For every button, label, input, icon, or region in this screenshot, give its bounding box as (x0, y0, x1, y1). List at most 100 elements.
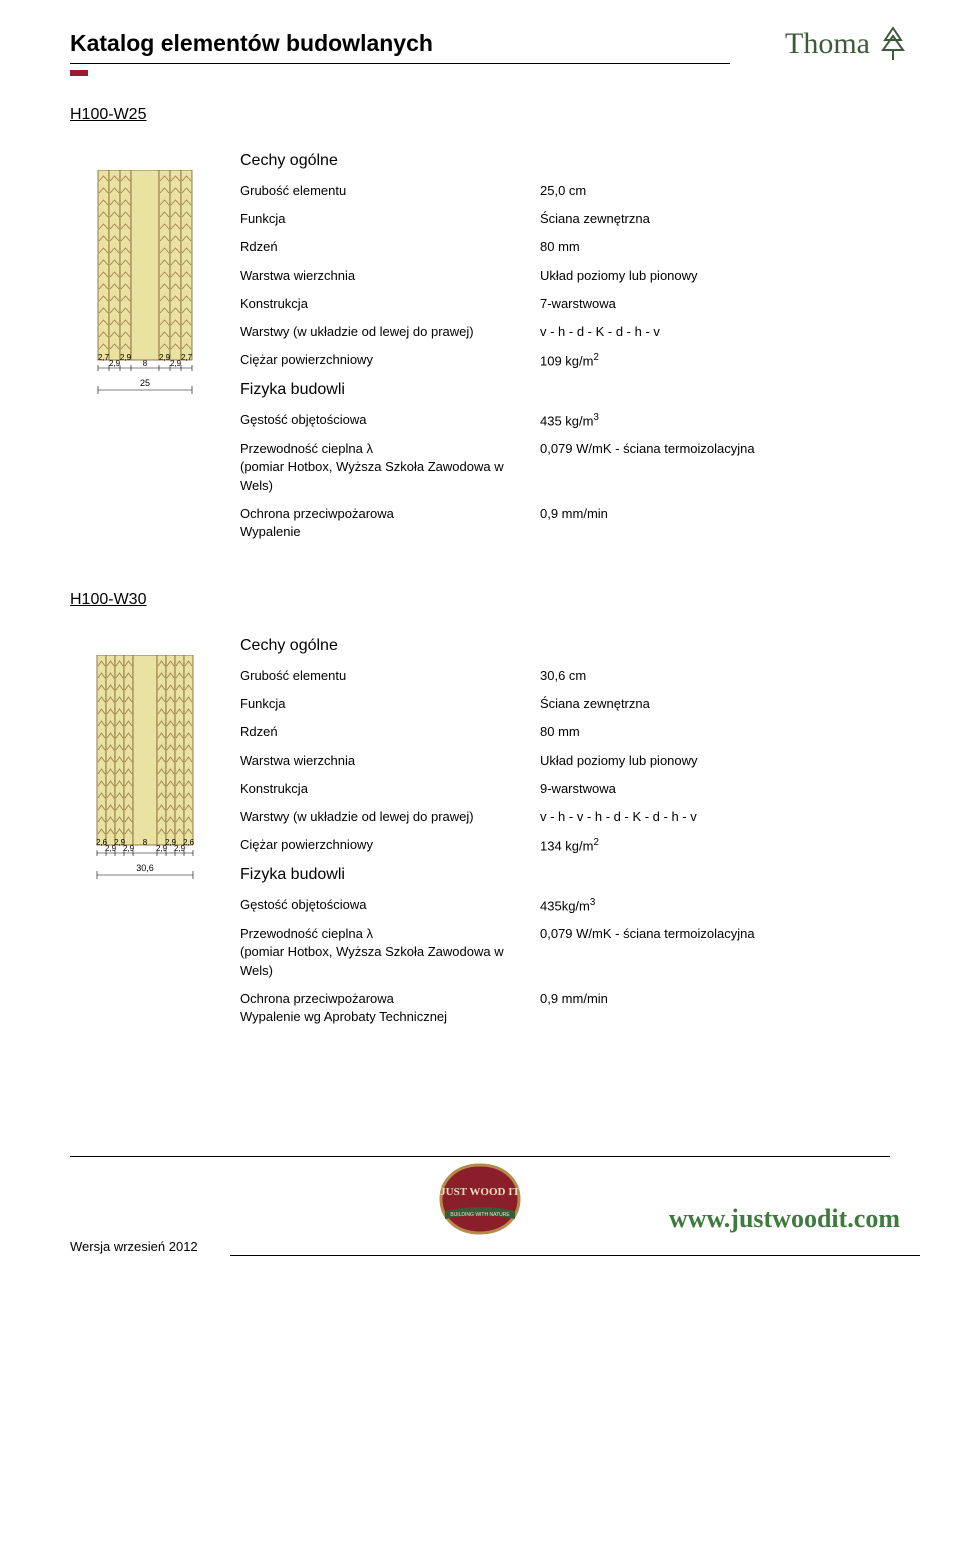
group-title: Cechy ogólne (240, 152, 890, 170)
property-row: Warstwy (w układzie od lewej do prawej)v… (240, 323, 890, 341)
page-title: Katalog elementów budowlanych (70, 30, 730, 64)
property-row: Ochrona przeciwpożarowa Wypalenie wg Apr… (240, 990, 890, 1026)
tree-icon (876, 24, 910, 64)
group-title: Fizyka budowli (240, 866, 890, 884)
property-value: 30,6 cm (540, 667, 890, 685)
page-footer: Wersja wrzesień 2012 JUST WOOD IT BUILDI… (70, 1156, 890, 1276)
property-label: Ciężar powierzchniowy (240, 836, 540, 856)
property-label: Ciężar powierzchniowy (240, 351, 540, 371)
property-row: Grubość elementu30,6 cm (240, 667, 890, 685)
property-value: 25,0 cm (540, 182, 890, 200)
property-row: Gęstość objętościowa435 kg/m3 (240, 411, 890, 431)
property-row: Rdzeń80 mm (240, 238, 890, 256)
svg-text:2,9: 2,9 (120, 353, 132, 362)
property-value: 0,079 W/mK - ściana termoizolacyjna (540, 925, 890, 980)
property-row: Konstrukcja7-warstwowa (240, 295, 890, 313)
property-row: Ciężar powierzchniowy134 kg/m2 (240, 836, 890, 856)
products-container: H100-W252,72,92,982,92,92,725Cechy ogóln… (70, 106, 890, 1036)
property-value: 109 kg/m2 (540, 351, 890, 371)
product-block: 2,72,92,982,92,92,725Cechy ogólneGrubość… (70, 144, 890, 551)
property-label: Gęstość objętościowa (240, 411, 540, 431)
property-row: Ciężar powierzchniowy109 kg/m2 (240, 351, 890, 371)
svg-text:2,9: 2,9 (170, 359, 182, 368)
svg-text:8: 8 (143, 838, 148, 847)
property-row: Konstrukcja9-warstwowa (240, 780, 890, 798)
property-row: Warstwa wierzchniaUkład poziomy lub pion… (240, 267, 890, 285)
product-properties: Cechy ogólneGrubość elementu25,0 cmFunkc… (240, 144, 890, 551)
page-header: Katalog elementów budowlanych Thoma (70, 30, 890, 76)
property-label: Konstrukcja (240, 780, 540, 798)
brand-name: Thoma (785, 27, 870, 61)
cross-section-icon: 2,62,92,92,982,92,92,92,630,6 (93, 655, 197, 891)
unit-superscript: 3 (590, 897, 595, 908)
property-row: Grubość elementu25,0 cm (240, 182, 890, 200)
property-value: Ściana zewnętrzna (540, 695, 890, 713)
property-row: Ochrona przeciwpożarowa Wypalenie0,9 mm/… (240, 505, 890, 541)
badge-bottom-text: BUILDING WITH NATURE (450, 1212, 510, 1218)
badge-top-text: JUST WOOD IT (440, 1186, 520, 1198)
property-label: Gęstość objętościowa (240, 896, 540, 916)
svg-text:2,7: 2,7 (98, 353, 110, 362)
property-value: v - h - d - K - d - h - v (540, 323, 890, 341)
property-value: Układ poziomy lub pionowy (540, 267, 890, 285)
property-row: Rdzeń80 mm (240, 723, 890, 741)
footer-rule-bottom (230, 1255, 920, 1256)
justwoodit-badge-icon: JUST WOOD IT BUILDING WITH NATURE (435, 1161, 525, 1237)
property-value: 435 kg/m3 (540, 411, 890, 431)
svg-text:2,9: 2,9 (159, 353, 171, 362)
svg-text:2,9: 2,9 (123, 844, 135, 853)
svg-text:25: 25 (140, 378, 150, 388)
product-diagram: 2,72,92,982,92,92,725 (70, 170, 220, 406)
property-value: 9-warstwowa (540, 780, 890, 798)
svg-text:2,6: 2,6 (183, 838, 195, 847)
property-label: Warstwa wierzchnia (240, 267, 540, 285)
group-title: Fizyka budowli (240, 381, 890, 399)
property-label: Ochrona przeciwpożarowa Wypalenie (240, 505, 540, 541)
unit-superscript: 3 (593, 412, 598, 423)
property-value: v - h - v - h - d - K - d - h - v (540, 808, 890, 826)
svg-text:2,7: 2,7 (181, 353, 193, 362)
footer-badge: JUST WOOD IT BUILDING WITH NATURE (435, 1161, 525, 1240)
property-label: Grubość elementu (240, 667, 540, 685)
svg-text:30,6: 30,6 (136, 863, 154, 873)
property-label: Ochrona przeciwpożarowa Wypalenie wg Apr… (240, 990, 540, 1026)
property-row: Przewodność cieplna λ (pomiar Hotbox, Wy… (240, 925, 890, 980)
header-accent (70, 70, 88, 76)
property-value: 0,9 mm/min (540, 505, 890, 541)
cross-section-icon: 2,72,92,982,92,92,725 (94, 170, 196, 406)
property-value: Ściana zewnętrzna (540, 210, 890, 228)
property-label: Rdzeń (240, 723, 540, 741)
property-label: Konstrukcja (240, 295, 540, 313)
product-code: H100-W25 (70, 106, 890, 124)
product-properties: Cechy ogólneGrubość elementu30,6 cmFunkc… (240, 629, 890, 1036)
group-title: Cechy ogólne (240, 637, 890, 655)
property-label: Warstwa wierzchnia (240, 752, 540, 770)
unit-superscript: 2 (593, 837, 598, 848)
property-label: Warstwy (w układzie od lewej do prawej) (240, 323, 540, 341)
property-row: Warstwa wierzchniaUkład poziomy lub pion… (240, 752, 890, 770)
property-value: 80 mm (540, 238, 890, 256)
property-value: 0,079 W/mK - ściana termoizolacyjna (540, 440, 890, 495)
version-text: Wersja wrzesień 2012 (70, 1239, 198, 1254)
svg-text:2,9: 2,9 (109, 359, 121, 368)
product-block: 2,62,92,92,982,92,92,92,630,6Cechy ogóln… (70, 629, 890, 1036)
product-diagram: 2,62,92,92,982,92,92,92,630,6 (70, 655, 220, 891)
property-value: 80 mm (540, 723, 890, 741)
property-value: 7-warstwowa (540, 295, 890, 313)
property-value: 134 kg/m2 (540, 836, 890, 856)
property-label: Funkcja (240, 695, 540, 713)
property-label: Grubość elementu (240, 182, 540, 200)
property-label: Rdzeń (240, 238, 540, 256)
property-label: Przewodność cieplna λ (pomiar Hotbox, Wy… (240, 925, 540, 980)
property-label: Warstwy (w układzie od lewej do prawej) (240, 808, 540, 826)
property-label: Funkcja (240, 210, 540, 228)
unit-superscript: 2 (593, 352, 598, 363)
property-row: Warstwy (w układzie od lewej do prawej)v… (240, 808, 890, 826)
property-value: Układ poziomy lub pionowy (540, 752, 890, 770)
property-label: Przewodność cieplna λ (pomiar Hotbox, Wy… (240, 440, 540, 495)
property-row: Gęstość objętościowa435kg/m3 (240, 896, 890, 916)
footer-url: www.justwoodit.com (669, 1204, 900, 1234)
property-row: Przewodność cieplna λ (pomiar Hotbox, Wy… (240, 440, 890, 495)
brand-logo: Thoma (785, 24, 910, 64)
property-value: 0,9 mm/min (540, 990, 890, 1026)
